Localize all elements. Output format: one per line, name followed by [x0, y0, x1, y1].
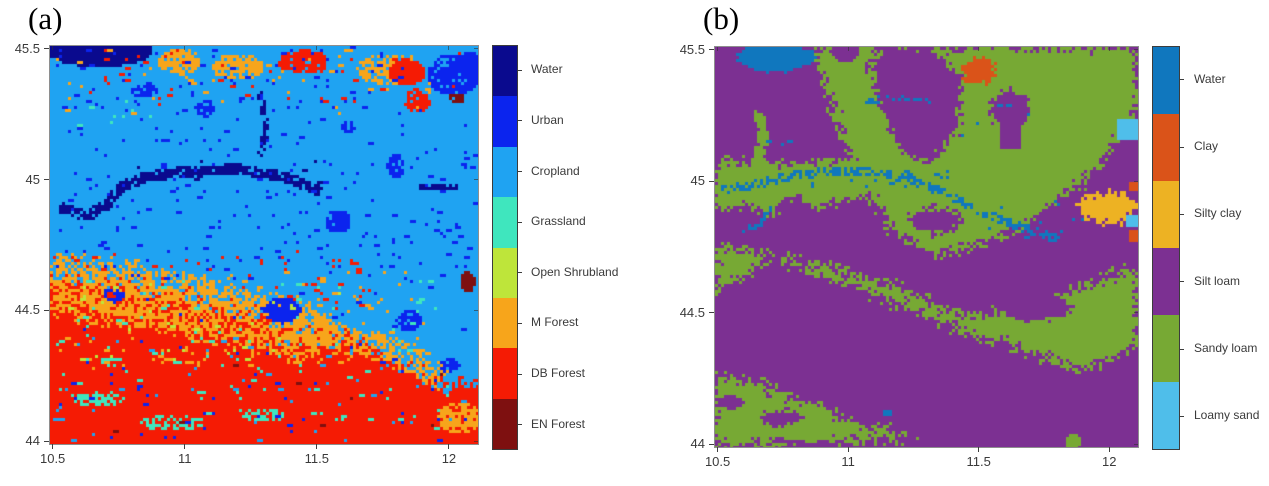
colorbar-tick [518, 272, 522, 274]
legend-label: Water [531, 62, 563, 77]
colorbar-segment-urban [493, 96, 517, 147]
legend-label: Sandy loam [1194, 341, 1258, 355]
x-tick-label: 12 [441, 451, 457, 466]
colorbar-segment-silty-clay [1153, 181, 1179, 248]
x-tick-label: 10.5 [39, 451, 66, 466]
legend-label: M Forest [531, 315, 579, 330]
x-tick [717, 447, 719, 452]
colorbar-tick [518, 424, 522, 426]
y-tick-label: 44.5 [679, 304, 705, 320]
colorbar-tick [1180, 146, 1184, 148]
x-tick-inner [184, 46, 186, 50]
y-tick-label: 45.5 [679, 41, 705, 57]
x-tick [52, 444, 54, 449]
legend-label: Cropland [531, 163, 580, 178]
x-tick [184, 444, 186, 449]
colorbar-tick [518, 69, 522, 71]
legend-label: Open Shrubland [531, 264, 619, 279]
legend-label: EN Forest [531, 416, 586, 431]
y-tick-inner [474, 179, 478, 181]
colorbar-tick [1180, 415, 1184, 417]
legend-label: DB Forest [531, 366, 586, 381]
x-tick [847, 447, 849, 452]
colorbar-tick [1180, 79, 1184, 81]
x-tick-label: 11.5 [304, 451, 329, 466]
colorbar-segment-open-shrubland [493, 247, 517, 298]
colorbar-tick [518, 221, 522, 223]
colorbar-tick [518, 171, 522, 173]
y-tick [44, 309, 49, 311]
colorbar-tick [518, 120, 522, 122]
panel-b-title: (b) [703, 1, 740, 36]
x-tick-inner [52, 46, 54, 50]
y-tick-inner [474, 440, 478, 442]
y-tick [709, 180, 714, 182]
colorbar-segment-silt-loam [1153, 248, 1179, 315]
x-tick-inner [448, 46, 450, 50]
colorbar-tick [518, 373, 522, 375]
y-tick [709, 312, 714, 314]
x-tick-inner [717, 47, 719, 51]
y-tick-label: 45 [25, 171, 40, 187]
x-tick-label: 11 [841, 454, 855, 469]
x-tick [448, 444, 450, 449]
colorbar-tick [1180, 281, 1184, 283]
y-tick [44, 48, 49, 50]
legend-label: Clay [1194, 139, 1219, 153]
colorbar-segment-m-forest [493, 297, 517, 349]
y-tick-inner [1134, 443, 1138, 445]
y-tick-label: 44 [25, 433, 40, 449]
x-tick [1108, 447, 1110, 452]
panel-a-map-canvas [50, 46, 478, 444]
y-tick-inner [474, 48, 478, 50]
colorbar-segment-grassland [493, 197, 517, 248]
y-tick [44, 179, 49, 181]
legend-label: Loamy sand [1194, 408, 1260, 423]
panel-a-plot-frame [49, 45, 479, 445]
x-tick-inner [316, 46, 318, 50]
x-tick-label: 11.5 [966, 454, 991, 469]
y-tick [709, 443, 714, 445]
panel-b-map-canvas [715, 47, 1138, 447]
x-tick [316, 444, 318, 449]
y-tick-label: 44.5 [14, 302, 40, 318]
x-tick-inner [1108, 47, 1110, 51]
x-tick-label: 12 [1102, 454, 1117, 469]
x-tick-label: 10.5 [704, 454, 731, 469]
legend-label: Water [1194, 71, 1226, 86]
legend-label: Silt loam [1194, 273, 1241, 288]
x-tick [978, 447, 980, 452]
legend-label: Silty clay [1194, 206, 1242, 221]
y-tick [44, 440, 49, 442]
colorbar-tick [518, 322, 522, 324]
colorbar-segment-cropland [493, 146, 517, 198]
y-tick [709, 49, 714, 51]
colorbar-segment-en-forest [493, 398, 517, 449]
y-tick-label: 44 [690, 436, 705, 452]
colorbar [1152, 46, 1180, 450]
legend-label: Grassland [531, 214, 586, 229]
colorbar-segment-water [1153, 47, 1179, 114]
legend-label: Urban [531, 112, 564, 127]
y-tick-label: 45 [690, 173, 705, 189]
colorbar-segment-loamy-sand [1153, 382, 1179, 449]
y-tick-inner [1134, 312, 1138, 314]
x-tick-inner [847, 47, 849, 51]
panel-a-title: (a) [28, 1, 63, 36]
colorbar [492, 45, 518, 450]
panel-b-plot-frame [714, 46, 1139, 448]
colorbar-segment-db-forest [493, 348, 517, 399]
y-tick-label: 45.5 [14, 40, 40, 56]
x-tick-inner [978, 47, 980, 51]
x-tick-label: 11 [177, 451, 192, 466]
colorbar-tick [1180, 348, 1184, 350]
y-tick-inner [1134, 49, 1138, 51]
colorbar-tick [1180, 213, 1184, 215]
colorbar-segment-water [493, 46, 517, 97]
colorbar-segment-sandy-loam [1153, 315, 1179, 382]
y-tick-inner [1134, 180, 1138, 182]
colorbar-segment-clay [1153, 114, 1179, 181]
y-tick-inner [474, 309, 478, 311]
